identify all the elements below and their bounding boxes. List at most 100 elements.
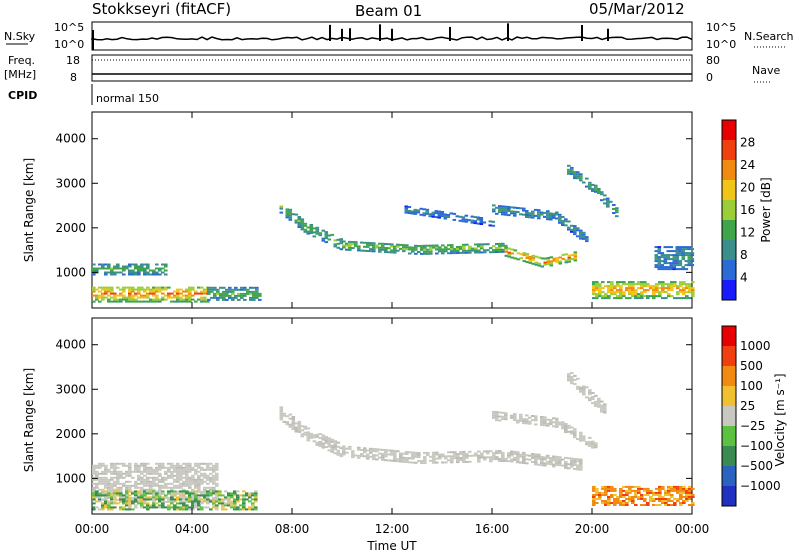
scatter-cell-0-597: [462, 243, 466, 246]
scatter-cell-0-25: [107, 300, 111, 303]
scatter-cell-1-559: [215, 484, 219, 487]
scatter-cell-0-1229: [675, 260, 680, 263]
scatter-cell-1-1315: [564, 456, 568, 459]
scatter-cell-1-228: [143, 488, 147, 491]
scatter-cell-1-1109: [405, 451, 409, 453]
scatter-cell-1-1199: [480, 454, 484, 457]
scatter-cell-0-768: [534, 208, 538, 211]
scatter-cell-0-275: [146, 267, 150, 270]
scatter-cell-0-112: [152, 290, 156, 293]
scatter-cell-0-1125: [670, 283, 674, 286]
scatter-cell-0-163: [185, 300, 189, 303]
scatter-cell-0-351: [240, 292, 244, 295]
scatter-cell-1-1078: [384, 451, 388, 454]
scatter-cell-0-1127: [673, 297, 677, 300]
scatter-cell-0-1108: [661, 285, 665, 288]
scatter-cell-0-413: [303, 228, 308, 231]
scatter-cell-1-1203: [483, 450, 487, 453]
scatter-cell-0-303: [210, 290, 214, 293]
scatter-cell-1-975: [309, 432, 314, 435]
scatter-cell-0-803: [564, 220, 568, 223]
scatter-cell-0-1071: [643, 295, 647, 298]
scatter-cell-1-343: [170, 494, 174, 497]
scatter-cell-1-1299: [555, 463, 559, 466]
scatter-cell-0-804: [564, 218, 568, 221]
scatter-cell-0-1160: [688, 283, 692, 286]
scatter-cell-0-621: [483, 243, 487, 246]
scatter-cell-0-61: [128, 300, 132, 303]
scatter-cell-1-1175: [459, 453, 463, 455]
scatter-cell-1-193: [134, 466, 138, 469]
scatter-cell-1-1609: [637, 491, 641, 494]
scatter-cell-1-1557: [613, 500, 617, 502]
scatter-cell-0-757: [525, 214, 529, 216]
scatter-cell-1-784: [191, 494, 195, 497]
scatter-cell-1-1472: [579, 386, 583, 389]
scatter-cell-1-1596: [631, 500, 635, 502]
scatter-cell-0-126: [158, 286, 162, 289]
scatter-cell-0-1045: [631, 291, 635, 294]
scatter-cell-1-684: [146, 506, 150, 509]
scatter-cell-0-1189: [660, 260, 665, 263]
scatter-cell-0-1267: [687, 254, 692, 257]
scatter-cell-0-364: [249, 292, 253, 295]
scatter-cell-1-1669: [667, 498, 671, 500]
scatter-cell-1-1728: [691, 494, 695, 496]
scatter-cell-0-347: [237, 292, 241, 295]
scatter-cell-0-1228: [675, 262, 680, 265]
scatter-cell-0-1244: [678, 248, 683, 251]
scatter-cell-1-349: [170, 474, 174, 477]
scatter-cell-1-708: [155, 496, 159, 499]
scatter-cell-1-1520: [595, 491, 599, 494]
scatter-cell-1-407: [182, 480, 186, 483]
scatter-cell-1-1392: [543, 424, 547, 427]
scatter-cell-1-839: [218, 500, 222, 503]
scatter-cell-0-321: [222, 296, 226, 299]
scatter-cell-0-1078: [646, 295, 650, 298]
scatter-cell-1-1076: [384, 455, 388, 458]
scatter-cell-0-23: [104, 288, 108, 291]
scatter-cell-0-970: [595, 293, 599, 296]
scatter-cell-0-290: [161, 271, 165, 274]
scatter-cell-0-866: [597, 190, 601, 192]
scatter-cell-1-1600: [631, 485, 635, 488]
scatter-cell-0-104: [149, 298, 153, 301]
nave-label: Nave: [752, 64, 780, 77]
scatter-cell-0-262: [137, 267, 141, 270]
scatter-cell-0-366: [249, 286, 253, 289]
scatter-cell-1-1426: [570, 430, 574, 433]
scatter-cell-1-131: [119, 490, 123, 493]
scatter-cell-0-566: [438, 248, 442, 251]
scatter-cell-0-1174: [654, 246, 659, 249]
scatter-cell-1-1495: [597, 401, 601, 404]
scatter-cell-1-699: [152, 502, 156, 505]
scatter-cell-1-1716: [685, 487, 689, 490]
scatter-cell-0-174: [188, 290, 192, 293]
scatter-cell-1-1278: [540, 462, 544, 465]
scatter-cell-1-589: [101, 506, 105, 509]
scatter-cell-1-121: [116, 474, 120, 477]
scatter-cell-0-538: [414, 244, 418, 247]
scatter-cell-1-816: [206, 494, 210, 497]
scatter-cell-0-43: [116, 298, 120, 301]
scatter-cell-1-657: [134, 506, 138, 509]
scatter-cell-0-372: [252, 286, 256, 289]
scatter-cell-1-1679: [670, 489, 674, 492]
colorbar-tick-label: 16: [740, 203, 755, 217]
scatter-cell-0-697: [555, 261, 560, 264]
scatter-cell-0-1206: [666, 254, 671, 257]
scatter-cell-1-1558: [613, 498, 617, 500]
scatter-cell-1-1368: [519, 417, 523, 420]
scatter-cell-1-1167: [453, 451, 457, 454]
scatter-cell-1-1253: [522, 460, 526, 462]
scatter-cell-0-992: [607, 297, 611, 300]
scatter-cell-1-1074: [381, 448, 385, 451]
scatter-cell-1-1355: [504, 418, 508, 421]
scatter-cell-1-428: [185, 464, 189, 467]
scatter-cell-1-1640: [655, 504, 659, 506]
scatter-cell-0-222: [107, 267, 111, 270]
scatter-cell-0-1079: [646, 289, 650, 292]
scatter-cell-1-1709: [682, 485, 686, 488]
scatter-cell-0-1003: [610, 285, 614, 288]
scatter-cell-1-217: [140, 482, 144, 485]
